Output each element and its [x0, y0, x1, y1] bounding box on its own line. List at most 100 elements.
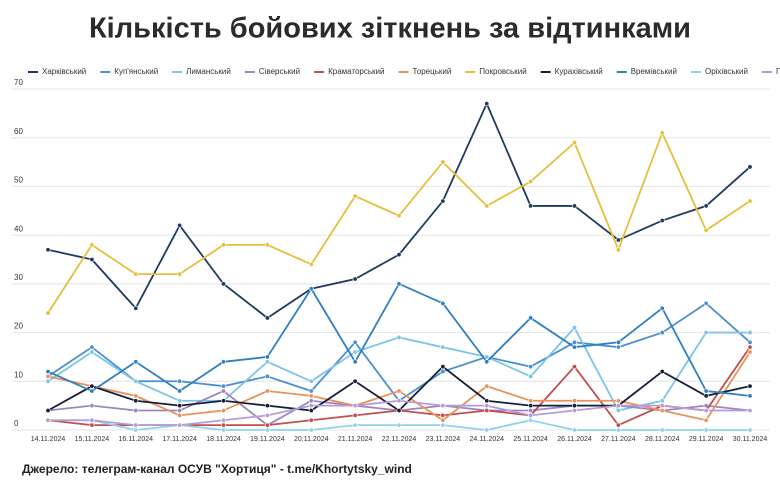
data-point	[571, 140, 577, 146]
data-point	[440, 412, 446, 418]
data-point	[571, 325, 577, 331]
x-tick-label: 19.11.2024	[250, 436, 285, 443]
data-point	[45, 373, 51, 379]
data-point	[177, 378, 183, 384]
data-point	[703, 300, 709, 306]
data-point	[396, 422, 402, 428]
data-point	[703, 393, 709, 399]
data-point	[308, 261, 314, 267]
x-tick-label: 15.11.2024	[75, 436, 110, 443]
data-point	[45, 417, 51, 423]
data-point	[440, 159, 446, 165]
data-point	[177, 388, 183, 394]
data-point	[352, 359, 358, 365]
data-point	[484, 359, 490, 365]
data-point	[747, 393, 753, 399]
data-point	[264, 427, 270, 433]
data-point	[484, 403, 490, 409]
data-point	[221, 417, 227, 423]
data-point	[89, 422, 95, 428]
data-point	[703, 427, 709, 433]
data-point	[177, 398, 183, 404]
data-point	[352, 339, 358, 345]
data-point	[177, 403, 183, 409]
data-point	[264, 359, 270, 365]
data-point	[571, 403, 577, 409]
data-point	[89, 417, 95, 423]
data-point	[89, 344, 95, 350]
data-point	[396, 398, 402, 404]
data-point	[659, 218, 665, 224]
data-point	[615, 398, 621, 404]
x-tick-label: 20.11.2024	[294, 436, 329, 443]
data-point	[133, 393, 139, 399]
x-tick-label: 25.11.2024	[513, 436, 548, 443]
x-tick-label: 18.11.2024	[206, 436, 241, 443]
data-point	[484, 101, 490, 107]
data-point	[308, 403, 314, 409]
data-point	[615, 408, 621, 414]
data-point	[484, 427, 490, 433]
data-point	[396, 334, 402, 340]
data-point	[133, 359, 139, 365]
legend-label: Лиманський	[186, 67, 231, 76]
data-point	[221, 242, 227, 248]
data-point	[659, 369, 665, 375]
data-point	[528, 373, 534, 379]
data-point	[440, 422, 446, 428]
data-point	[177, 222, 183, 228]
data-point	[308, 417, 314, 423]
data-point	[528, 417, 534, 423]
data-point	[571, 203, 577, 209]
legend-label: Времівський	[631, 67, 677, 76]
data-point	[264, 315, 270, 321]
legend-label: Покровський	[479, 67, 526, 76]
data-point	[264, 388, 270, 394]
data-point	[352, 378, 358, 384]
data-point	[615, 237, 621, 243]
chart-title: Кількість бойових зіткнень за відтинками	[89, 13, 691, 45]
data-point	[133, 398, 139, 404]
data-point	[528, 408, 534, 414]
data-point	[264, 354, 270, 360]
data-point	[89, 403, 95, 409]
data-point	[615, 247, 621, 253]
data-point	[221, 422, 227, 428]
data-point	[396, 408, 402, 414]
x-tick-label: 27.11.2024	[601, 436, 636, 443]
data-point	[352, 193, 358, 199]
data-point	[45, 247, 51, 253]
data-point	[264, 403, 270, 409]
data-point	[659, 403, 665, 409]
data-point	[703, 227, 709, 233]
x-tick-label: 14.11.2024	[31, 436, 66, 443]
legend-label: Придніпровський	[776, 67, 780, 76]
data-point	[133, 378, 139, 384]
data-point	[703, 203, 709, 209]
source-note: Джерело: телеграм-канал ОСУВ "Хортиця" -…	[22, 462, 412, 476]
y-tick-label: 20	[14, 322, 23, 331]
data-point	[221, 281, 227, 287]
data-point	[221, 427, 227, 433]
data-point	[528, 412, 534, 418]
data-point	[264, 373, 270, 379]
data-point	[177, 408, 183, 414]
legend-label: Куп'янський	[114, 67, 158, 76]
data-point	[615, 427, 621, 433]
data-point	[484, 408, 490, 414]
data-point	[528, 398, 534, 404]
data-point	[396, 213, 402, 219]
data-point	[352, 276, 358, 282]
data-point	[440, 369, 446, 375]
y-tick-label: 40	[14, 224, 23, 233]
data-point	[45, 310, 51, 316]
data-point	[264, 242, 270, 248]
data-point	[221, 398, 227, 404]
data-point	[308, 427, 314, 433]
data-point	[264, 412, 270, 418]
data-point	[747, 349, 753, 355]
data-point	[571, 364, 577, 370]
data-point	[221, 408, 227, 414]
data-point	[528, 403, 534, 409]
